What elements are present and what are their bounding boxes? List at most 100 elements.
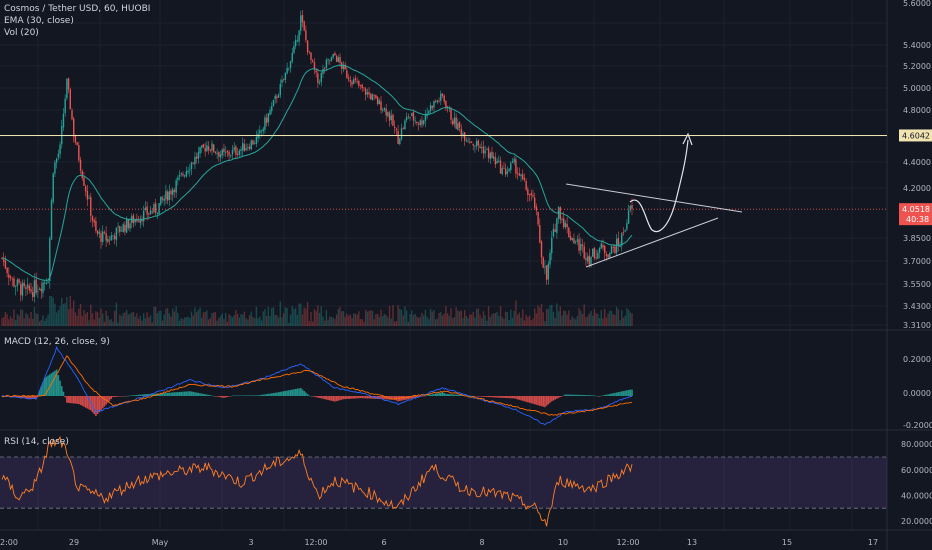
volume-bar — [3, 317, 5, 326]
macd-histogram-bar — [364, 396, 367, 399]
macd-legend[interactable]: MACD (12, 26, close, 9) — [4, 336, 110, 348]
volume-bar — [359, 319, 362, 326]
volume-bar — [199, 307, 201, 326]
candle-body — [315, 70, 317, 73]
volume-bar — [175, 306, 177, 326]
macd-histogram-bar — [349, 396, 352, 399]
volume-bar — [238, 317, 241, 326]
volume-bar — [545, 308, 548, 326]
candle-body — [595, 257, 597, 259]
volume-bar — [313, 309, 316, 326]
volume-bar — [349, 314, 351, 326]
volume-legend[interactable]: Vol (20) — [4, 28, 39, 38]
macd-histogram-bar — [120, 396, 123, 397]
candle-body — [238, 150, 241, 155]
candle-body — [243, 144, 246, 152]
macd-histogram-bar — [484, 396, 486, 397]
volume-bar — [236, 313, 239, 326]
candle-body — [25, 287, 27, 290]
price-axes[interactable]: 5.60005.40005.20005.00004.80004.60004.40… — [899, 0, 932, 526]
candle-body — [281, 79, 283, 83]
volume-bar — [511, 317, 514, 326]
macd-histogram-bar — [614, 392, 616, 396]
macd-histogram-bar — [622, 391, 625, 396]
macd-histogram-bar — [550, 396, 553, 402]
macd-histogram-bar — [93, 396, 95, 415]
volume-bar — [8, 319, 10, 326]
triangle-upper-trendline — [565, 183, 743, 213]
candle-body — [527, 189, 529, 196]
volume-bar — [274, 314, 276, 326]
candle-body — [47, 281, 49, 284]
macd-histogram-bar — [498, 396, 500, 398]
candle-body — [137, 221, 140, 223]
volume-bar — [110, 319, 112, 326]
macd-histogram-bar — [597, 395, 599, 397]
volume-bar — [62, 304, 65, 326]
volume-bar — [102, 313, 104, 326]
volume-bar — [74, 312, 77, 326]
macd-histogram-bar — [416, 396, 418, 398]
volume-bar — [253, 318, 256, 326]
volume-bar — [257, 318, 259, 326]
macd-histogram-bar — [477, 396, 480, 397]
volume-bar — [20, 309, 22, 326]
volume-bar — [45, 318, 48, 326]
candle-body — [395, 128, 398, 131]
macd-histogram-bar — [527, 396, 529, 403]
macd-histogram-bar — [325, 396, 328, 400]
volume-bar — [141, 320, 143, 326]
macd-histogram-bar — [245, 395, 247, 396]
candle-body — [402, 128, 404, 130]
volume-bar — [491, 314, 493, 326]
volume-bar — [40, 319, 42, 326]
candle-body — [387, 111, 389, 117]
time-axis[interactable]: 2:00 29 May 3 12:00 6 8 10 12:00 13 15 17 — [0, 538, 878, 547]
signal-line — [1, 355, 632, 416]
candle-body — [349, 80, 351, 82]
volume-bar — [334, 318, 336, 326]
volume-bar — [609, 310, 611, 326]
candle-body — [52, 173, 54, 202]
macd-histogram-bar — [194, 392, 196, 396]
candle-body — [4, 260, 7, 269]
macd-histogram-bar — [450, 394, 452, 396]
candle-body — [45, 283, 48, 284]
candle-body — [255, 137, 258, 144]
volume-bar — [9, 316, 12, 326]
time-tick-label: 17 — [868, 538, 878, 547]
macd-histogram-bar — [540, 396, 543, 407]
candle-body — [76, 142, 78, 145]
volume-bar — [452, 318, 454, 326]
candle-body — [259, 130, 261, 134]
candle-body — [102, 231, 104, 242]
candle-body — [119, 226, 121, 232]
volume-bar — [423, 315, 425, 326]
volume-bar — [416, 316, 418, 326]
volume-bar — [605, 317, 608, 326]
candle-body — [537, 211, 539, 225]
macd-histogram-bar — [504, 396, 507, 398]
candle-body — [424, 115, 427, 121]
candle-body — [622, 232, 625, 233]
ema-legend[interactable]: EMA (30, close) — [4, 16, 74, 26]
macd-histogram-bar — [392, 396, 394, 400]
macd-histogram-bar — [574, 394, 577, 396]
macd-histogram-bar — [180, 391, 183, 396]
candle-body — [419, 120, 421, 125]
volume-bar — [329, 316, 331, 326]
volume-bar — [597, 313, 599, 326]
macd-histogram-bar — [591, 395, 594, 396]
macd-histogram-bar — [54, 370, 56, 396]
rsi-legend[interactable]: RSI (14, close) — [4, 436, 69, 448]
candle-body — [262, 128, 264, 132]
macd-histogram-bar — [544, 396, 546, 408]
volume-bar — [436, 318, 439, 326]
candle-body — [35, 279, 37, 293]
macd-histogram-bar — [381, 396, 384, 400]
chart-title[interactable]: Cosmos / Tether USD, 60, HUOBI — [4, 4, 151, 14]
candle-body — [346, 70, 348, 78]
volume-bar — [154, 306, 157, 326]
candle-body — [376, 97, 379, 105]
volume-bar — [166, 308, 169, 326]
